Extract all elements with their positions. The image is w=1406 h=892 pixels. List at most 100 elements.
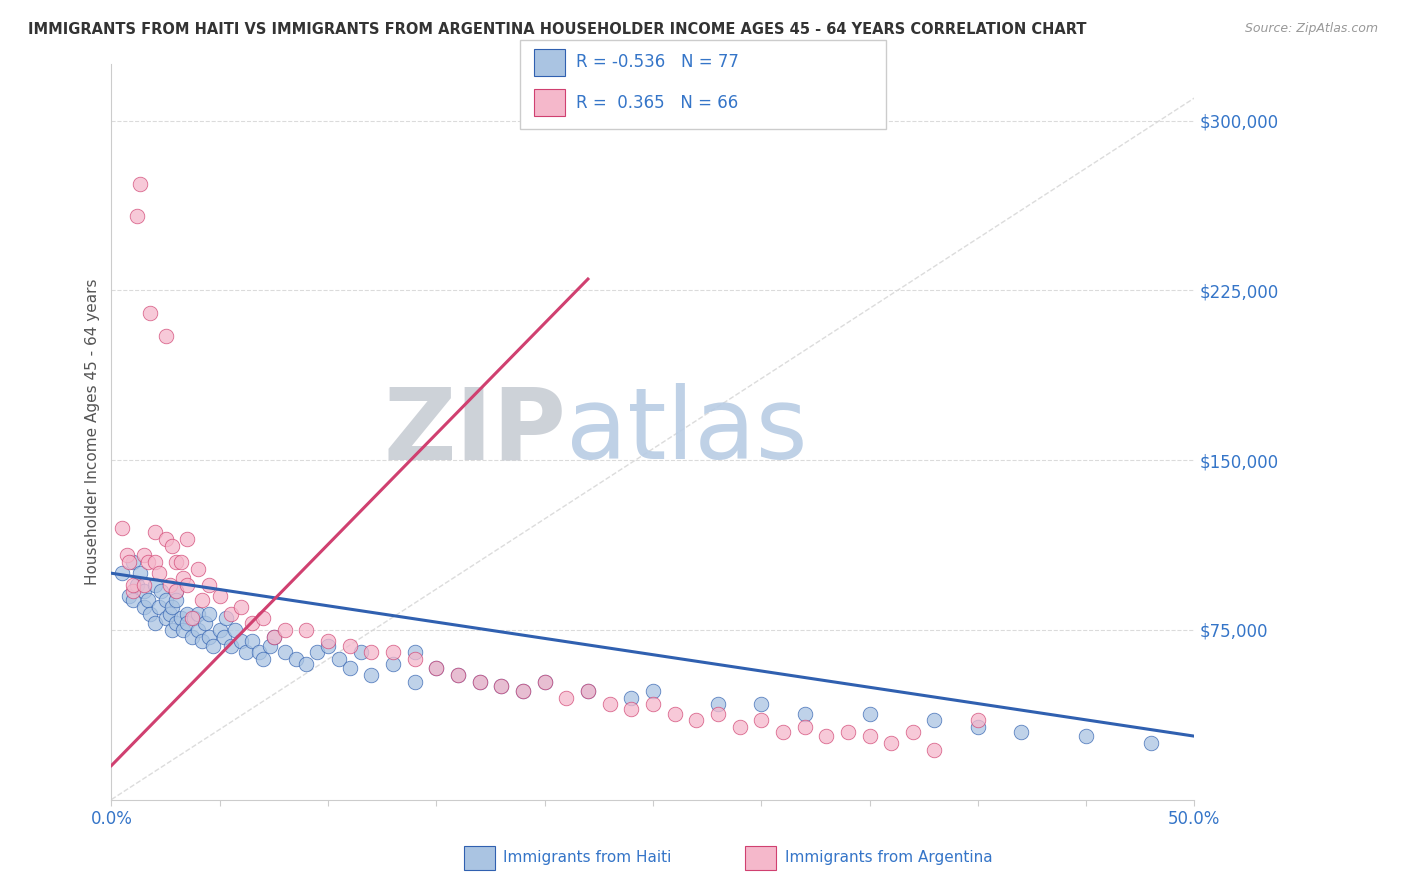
Point xyxy=(641,698,664,712)
Point xyxy=(127,577,149,591)
Y-axis label: Householder Income Ages 45 - 64 years: Householder Income Ages 45 - 64 years xyxy=(86,278,100,585)
Point xyxy=(165,584,187,599)
Point xyxy=(491,679,513,693)
Point xyxy=(132,548,155,562)
Point xyxy=(555,690,578,705)
Point xyxy=(160,600,183,615)
Point xyxy=(176,577,198,591)
Text: IMMIGRANTS FROM HAITI VS IMMIGRANTS FROM ARGENTINA HOUSEHOLDER INCOME AGES 45 - : IMMIGRANTS FROM HAITI VS IMMIGRANTS FROM… xyxy=(28,22,1087,37)
Point xyxy=(307,645,329,659)
Point xyxy=(118,589,141,603)
Point xyxy=(339,661,361,675)
Point xyxy=(1140,736,1163,750)
Point xyxy=(793,720,815,734)
Point xyxy=(159,577,181,591)
Point xyxy=(858,706,880,721)
Point xyxy=(576,684,599,698)
Point xyxy=(425,661,447,675)
Point xyxy=(165,584,187,599)
Point xyxy=(128,177,150,191)
Point xyxy=(198,607,221,621)
Point xyxy=(176,607,198,621)
Point xyxy=(198,577,221,591)
Point xyxy=(533,674,555,689)
Point xyxy=(685,714,707,728)
Point xyxy=(165,593,187,607)
Point xyxy=(793,706,815,721)
Point xyxy=(707,706,730,721)
Point xyxy=(240,634,263,648)
Point xyxy=(183,611,205,625)
Point xyxy=(170,555,193,569)
Point xyxy=(155,593,177,607)
Point xyxy=(128,566,150,581)
Point xyxy=(382,645,405,659)
Point xyxy=(247,645,270,659)
Point xyxy=(707,698,730,712)
Point xyxy=(172,571,194,585)
Point xyxy=(924,714,946,728)
Point xyxy=(349,645,371,659)
Text: Immigrants from Argentina: Immigrants from Argentina xyxy=(785,850,993,865)
Point xyxy=(620,702,643,716)
Point xyxy=(180,630,202,644)
Point xyxy=(837,724,859,739)
Point xyxy=(160,623,183,637)
Point xyxy=(118,555,141,569)
Text: atlas: atlas xyxy=(567,384,808,480)
Point xyxy=(858,729,880,743)
Point xyxy=(143,615,166,630)
Text: ZIP: ZIP xyxy=(384,384,567,480)
Point xyxy=(176,615,198,630)
Point xyxy=(143,577,166,591)
Point xyxy=(139,607,162,621)
Point xyxy=(880,736,903,750)
Point xyxy=(122,593,145,607)
Point xyxy=(533,674,555,689)
Point xyxy=(132,577,155,591)
Point xyxy=(966,720,988,734)
Point xyxy=(215,611,238,625)
Point xyxy=(468,674,491,689)
Point xyxy=(512,684,534,698)
Point xyxy=(295,623,318,637)
Point xyxy=(664,706,686,721)
Point xyxy=(1010,724,1032,739)
Point xyxy=(749,714,772,728)
Point xyxy=(447,668,470,682)
Point xyxy=(172,623,194,637)
Point xyxy=(191,593,214,607)
Point xyxy=(641,684,664,698)
Point xyxy=(155,611,177,625)
Point xyxy=(155,533,177,547)
Point xyxy=(599,698,621,712)
Point xyxy=(132,600,155,615)
Point xyxy=(148,566,170,581)
Point xyxy=(191,634,214,648)
Point xyxy=(115,548,138,562)
Point xyxy=(122,577,145,591)
Point xyxy=(425,661,447,675)
Point xyxy=(263,630,285,644)
Point xyxy=(284,652,307,666)
Point xyxy=(316,634,339,648)
Point xyxy=(212,630,235,644)
Text: R = -0.536   N = 77: R = -0.536 N = 77 xyxy=(576,54,740,71)
Point xyxy=(468,674,491,689)
Point xyxy=(208,623,231,637)
Point xyxy=(193,615,215,630)
Point xyxy=(240,615,263,630)
Point xyxy=(772,724,794,739)
Point xyxy=(198,630,221,644)
Point xyxy=(620,690,643,705)
Point xyxy=(404,674,426,689)
Point xyxy=(252,611,274,625)
Point xyxy=(491,679,513,693)
Text: Source: ZipAtlas.com: Source: ZipAtlas.com xyxy=(1244,22,1378,36)
Point xyxy=(180,611,202,625)
Point xyxy=(273,645,295,659)
Point xyxy=(111,566,134,581)
Point xyxy=(143,525,166,540)
Point xyxy=(187,623,209,637)
Point xyxy=(148,600,170,615)
